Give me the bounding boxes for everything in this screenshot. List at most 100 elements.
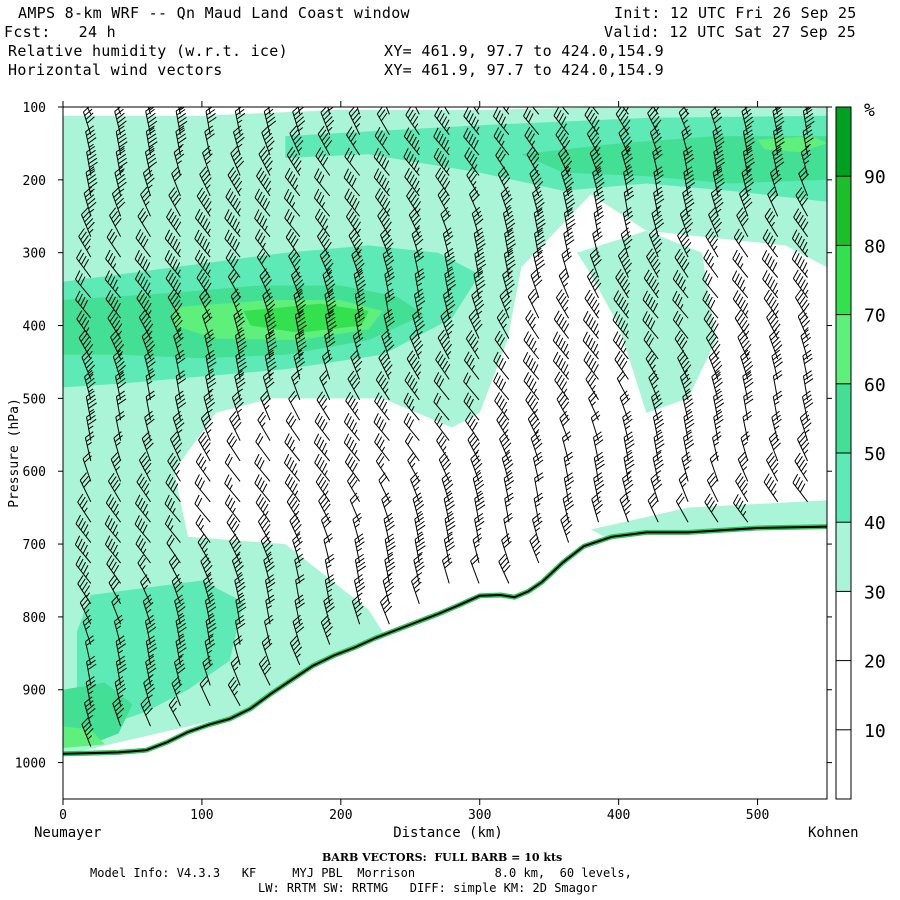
wind-barb xyxy=(284,167,301,197)
wind-barb xyxy=(683,166,696,196)
wind-barb xyxy=(466,166,480,197)
wind-barb xyxy=(503,247,516,278)
colorbar-segment xyxy=(836,591,851,661)
wind-barb xyxy=(256,167,272,197)
wind-barb xyxy=(105,249,121,278)
wind-barb xyxy=(523,107,540,136)
wind-barb xyxy=(265,594,275,625)
wind-barb xyxy=(414,288,426,319)
wind-barb xyxy=(651,206,665,237)
x-start-location: Neumayer xyxy=(34,825,101,841)
wind-barb xyxy=(530,431,543,462)
wind-barb xyxy=(383,512,395,543)
wind-barb xyxy=(195,514,211,543)
wind-barb xyxy=(199,166,212,197)
wind-barb xyxy=(111,186,126,217)
wind-barb xyxy=(286,146,302,176)
wind-barb xyxy=(770,107,784,115)
cross-section-xy-rh: XY= 461.9, 97.7 to 424.0,154.9 xyxy=(384,42,664,60)
wind-barb xyxy=(173,329,184,360)
wind-barb xyxy=(205,370,217,400)
wind-barb xyxy=(802,125,814,156)
wind-barb xyxy=(314,453,331,482)
wind-barb xyxy=(170,308,183,339)
colorbar-tick-label: 10 xyxy=(864,721,886,742)
y-tick-label: 200 xyxy=(23,174,46,189)
field-name-wind: Horizontal wind vectors xyxy=(8,61,223,79)
wind-barb xyxy=(414,512,426,543)
wind-barb xyxy=(169,431,183,462)
wind-barb xyxy=(259,268,272,299)
wind-barb xyxy=(85,390,97,421)
wind-barb xyxy=(145,655,157,686)
wind-barb xyxy=(504,492,514,523)
wind-barb xyxy=(474,247,487,278)
wind-barb xyxy=(403,148,420,176)
wind-barb xyxy=(504,227,516,258)
wind-barb xyxy=(235,107,241,115)
wind-barb xyxy=(502,268,515,298)
wind-barb xyxy=(82,614,92,645)
wind-barb xyxy=(713,411,724,441)
wind-barb xyxy=(414,533,426,564)
wind-barb xyxy=(440,206,452,237)
wind-barb xyxy=(650,472,663,502)
wind-barb xyxy=(81,349,96,380)
rh-region-5 xyxy=(76,580,244,727)
wind-barb xyxy=(588,390,599,421)
wind-barb xyxy=(104,515,121,543)
wind-barb xyxy=(737,329,752,360)
wind-barb xyxy=(499,288,512,319)
wind-barb xyxy=(801,390,814,421)
wind-barb xyxy=(165,269,182,299)
colorbar-segment xyxy=(836,314,851,384)
wind-barb xyxy=(712,166,725,196)
wind-barb xyxy=(473,227,486,258)
wind-barb xyxy=(412,308,425,339)
wind-barb xyxy=(766,452,779,482)
wind-barb xyxy=(113,431,123,462)
wind-barb xyxy=(317,125,333,156)
wind-barb xyxy=(84,696,96,727)
wind-barb xyxy=(194,494,211,523)
x-tick-label: 400 xyxy=(607,808,630,823)
wind-barb xyxy=(224,453,241,482)
wind-barb xyxy=(314,412,331,441)
wind-barb xyxy=(144,349,156,380)
wind-barb xyxy=(529,533,542,564)
wind-barb xyxy=(198,431,211,462)
wind-barb xyxy=(736,207,749,237)
below-ground-mask xyxy=(63,526,827,799)
wind-barb xyxy=(493,372,510,401)
wind-barb xyxy=(463,107,480,136)
wind-barb xyxy=(85,166,98,196)
wind-barb xyxy=(165,473,181,503)
wind-barb xyxy=(563,451,574,482)
wind-barb xyxy=(703,310,719,339)
wind-barb xyxy=(563,227,575,258)
wind-barb xyxy=(225,249,241,278)
wind-barb xyxy=(144,614,157,645)
colorbar-tick-label: 50 xyxy=(864,444,886,465)
wind-barb xyxy=(75,270,92,299)
wind-barb xyxy=(77,493,92,523)
wind-barb xyxy=(381,492,392,523)
wind-barb xyxy=(405,107,420,135)
wind-barb xyxy=(706,472,719,503)
x-tick-label: 0 xyxy=(59,808,67,823)
wind-barb xyxy=(381,329,395,360)
colorbar-tick-label: 20 xyxy=(864,652,886,673)
wind-barb xyxy=(347,472,361,503)
wind-barb xyxy=(437,329,453,360)
y-axis: 100 200 300 400 500 600 700 800 900 1000 xyxy=(15,101,832,772)
wind-barb xyxy=(503,512,513,543)
wind-barb xyxy=(105,494,122,523)
colorbar-tick-label: 90 xyxy=(864,167,886,188)
wind-barb xyxy=(205,349,217,380)
wind-barb xyxy=(560,512,573,543)
wind-barb xyxy=(438,451,452,482)
colorbar-tick-label: 70 xyxy=(864,306,886,327)
wind-barb xyxy=(115,145,128,176)
wind-barb xyxy=(351,594,364,625)
wind-barb xyxy=(617,247,632,278)
